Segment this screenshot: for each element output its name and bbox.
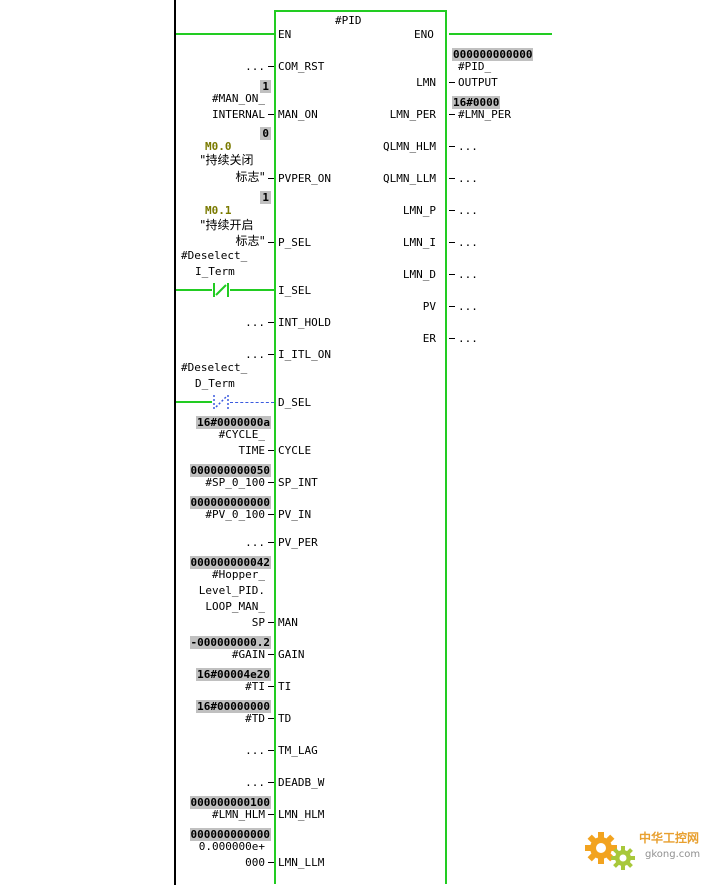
qlmn-llm-pin: QLMN_LLM (383, 172, 436, 185)
qlmn-llm-dest[interactable]: ... (458, 172, 478, 185)
i-sel-operand[interactable]: #Deselect_ (181, 249, 248, 262)
pv-per-pin: PV_PER (278, 536, 318, 549)
sp-int-source[interactable]: #SP_0_100 (205, 476, 265, 489)
pv-pin: PV (422, 300, 436, 313)
power-rail (174, 0, 176, 885)
sp-int-pin: SP_INT (278, 476, 318, 489)
qlmn-hlm-pin: QLMN_HLM (383, 140, 436, 153)
lmn-hlm-value: 000000000100 (189, 796, 271, 809)
pv-dest[interactable]: ... (458, 300, 478, 313)
d-sel-dashed-wire (230, 402, 274, 403)
man-on-value: 1 (260, 80, 271, 93)
lmn-d-pin: LMN_D (402, 268, 436, 281)
td-pin: TD (278, 712, 292, 725)
lmn-llm-pin: LMN_LLM (278, 856, 325, 869)
man-pin: MAN (278, 616, 298, 629)
qlmn-hlm-dest[interactable]: ... (458, 140, 478, 153)
lmn-value: 000000000000 (452, 48, 534, 61)
man-value: 000000000042 (189, 556, 271, 569)
lmn-hlm-pin: LMN_HLM (278, 808, 325, 821)
cycle-value: 16#0000000a (196, 416, 271, 429)
block-title: #PID (335, 14, 362, 27)
td-source[interactable]: #TD (245, 712, 265, 725)
lmn-d-dest[interactable]: ... (458, 268, 478, 281)
d-sel-operand[interactable]: #Deselect_ (181, 361, 248, 374)
deadb-w-source[interactable]: ... (245, 776, 265, 789)
lmn-per-value: 16#0000 (452, 96, 501, 109)
i-sel-pin: I_SEL (278, 284, 312, 297)
gain-value: -000000000.2 (189, 636, 271, 649)
lmn-pin: LMN (416, 76, 436, 89)
watermark-logo: 中华工控网 gkong.com (583, 826, 713, 876)
pid-function-block[interactable] (274, 10, 447, 884)
d-sel-operand-2[interactable]: D_Term (195, 377, 235, 390)
p-sel-address[interactable]: M0.1 (205, 204, 232, 217)
cycle-pin: CYCLE (278, 444, 312, 457)
lmn-i-pin: LMN_I (402, 236, 436, 249)
int-hold-pin: INT_HOLD (278, 316, 331, 329)
i-itl-on-source[interactable]: ... (245, 348, 265, 361)
man-on-source[interactable]: #MAN_ON_ (212, 92, 265, 105)
lmn-p-dest[interactable]: ... (458, 204, 478, 217)
watermark-site: gkong.com (645, 849, 701, 860)
pvper-on-comment-2: 标志" (235, 170, 265, 184)
cycle-source-2[interactable]: TIME (238, 444, 266, 457)
ti-value: 16#00004e20 (196, 668, 271, 681)
p-sel-pin: P_SEL (278, 236, 312, 249)
en-pin-label: EN (278, 28, 292, 41)
pvper-on-comment: "持续关闭 (200, 153, 254, 167)
lmn-llm-value: 000000000000 (189, 828, 271, 841)
lmn-llm-source[interactable]: 0.000000e+ (198, 840, 265, 853)
en-wire (176, 33, 274, 35)
man-source-4[interactable]: SP (251, 616, 265, 629)
ti-source[interactable]: #TI (245, 680, 265, 693)
er-dest[interactable]: ... (458, 332, 478, 345)
i-itl-on-pin: I_ITL_ON (278, 348, 331, 361)
lmn-dest[interactable]: #PID_ (458, 60, 492, 73)
td-value: 16#00000000 (196, 700, 271, 713)
gain-source[interactable]: #GAIN (231, 648, 265, 661)
pv-per-source[interactable]: ... (245, 536, 265, 549)
man-on-source-2[interactable]: INTERNAL (212, 108, 265, 121)
deadb-w-pin: DEADB_W (278, 776, 325, 789)
lmn-per-pin: LMN_PER (389, 108, 436, 121)
normally-closed-contact-dashed-icon[interactable] (210, 394, 232, 410)
p-sel-value: 1 (260, 191, 271, 204)
i-sel-operand-2[interactable]: I_Term (195, 265, 235, 278)
sp-int-value: 000000000050 (189, 464, 271, 477)
lmn-hlm-source[interactable]: #LMN_HLM (212, 808, 265, 821)
man-source[interactable]: #Hopper_ (212, 568, 265, 581)
lmn-per-dest[interactable]: #LMN_PER (458, 108, 511, 121)
d-sel-pin: D_SEL (278, 396, 312, 409)
p-sel-comment-2: 标志" (235, 234, 265, 248)
lmn-llm-source-2[interactable]: 000 (245, 856, 265, 869)
tm-lag-source[interactable]: ... (245, 744, 265, 757)
pv-in-value: 000000000000 (189, 496, 271, 509)
gear-icon (585, 832, 635, 870)
eno-pin-label: ENO (414, 28, 434, 41)
man-source-3[interactable]: LOOP_MAN_ (205, 600, 265, 613)
gain-pin: GAIN (278, 648, 305, 661)
tm-lag-pin: TM_LAG (278, 744, 318, 757)
ti-pin: TI (278, 680, 292, 693)
pv-in-source[interactable]: #PV_0_100 (205, 508, 265, 521)
com-rst-pin: COM_RST (278, 60, 325, 73)
pv-in-pin: PV_IN (278, 508, 312, 521)
int-hold-source[interactable]: ... (245, 316, 265, 329)
watermark-brand: 中华工控网 (639, 831, 700, 845)
pvper-on-address[interactable]: M0.0 (205, 140, 232, 153)
p-sel-comment: "持续开启 (200, 218, 254, 232)
lmn-p-pin: LMN_P (402, 204, 436, 217)
normally-closed-contact-icon[interactable] (210, 282, 232, 298)
cycle-source[interactable]: #CYCLE_ (218, 428, 265, 441)
com-rst-source[interactable]: ... (245, 60, 265, 73)
lmn-dest-2[interactable]: OUTPUT (458, 76, 498, 89)
er-pin: ER (422, 332, 436, 345)
eno-wire (449, 33, 552, 35)
man-on-pin: MAN_ON (278, 108, 318, 121)
man-source-2[interactable]: Level_PID. (198, 584, 265, 597)
pvper-on-value: 0 (260, 127, 271, 140)
pvper-on-pin: PVPER_ON (278, 172, 331, 185)
lmn-i-dest[interactable]: ... (458, 236, 478, 249)
